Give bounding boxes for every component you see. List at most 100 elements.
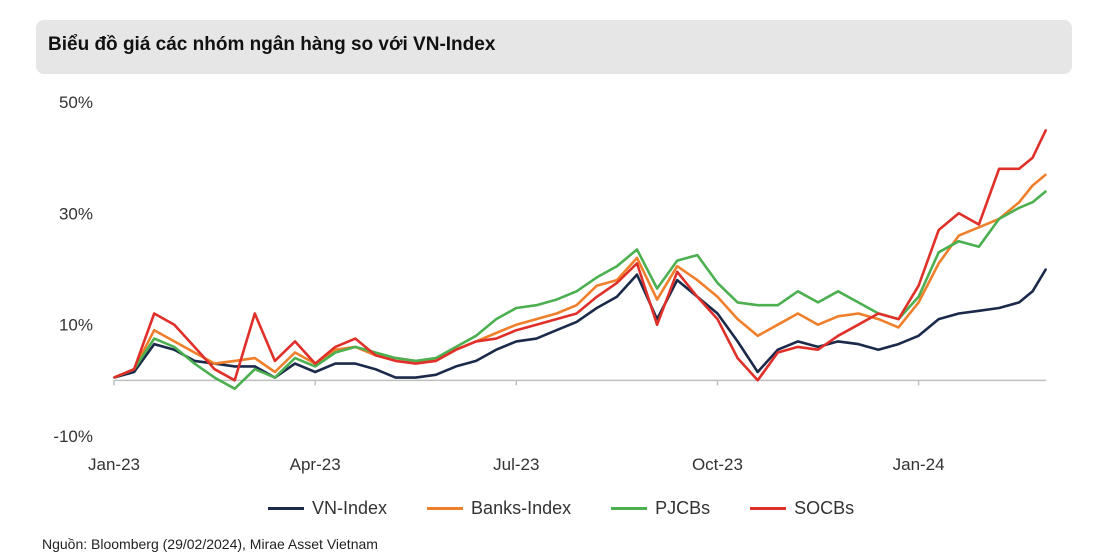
legend-swatch bbox=[611, 507, 648, 510]
data-point bbox=[334, 362, 337, 365]
data-point bbox=[736, 318, 739, 320]
data-point bbox=[736, 340, 739, 343]
y-tick-label: 30% bbox=[59, 204, 93, 223]
data-point bbox=[736, 357, 739, 359]
data-point bbox=[153, 312, 155, 315]
data-point bbox=[153, 329, 155, 332]
data-point bbox=[193, 351, 196, 354]
data-point bbox=[817, 348, 819, 351]
data-point bbox=[777, 304, 779, 307]
legend-label: Banks-Index bbox=[471, 498, 572, 518]
x-tick-label: Jan-23 bbox=[88, 455, 140, 474]
data-point bbox=[575, 321, 578, 323]
data-point bbox=[314, 362, 317, 365]
chart-title-bar: Biểu đồ giá các nhóm ngân hàng so với VN… bbox=[36, 20, 1072, 74]
data-point bbox=[515, 307, 518, 309]
data-point bbox=[1031, 156, 1034, 159]
data-point bbox=[696, 296, 699, 298]
data-point bbox=[374, 354, 377, 357]
legend-label: VN-Index bbox=[312, 498, 388, 518]
data-point bbox=[998, 218, 1000, 220]
data-point bbox=[937, 318, 940, 320]
data-point bbox=[1031, 290, 1034, 293]
data-point bbox=[958, 240, 960, 242]
data-point bbox=[797, 312, 799, 315]
series-banks-index bbox=[113, 173, 1047, 379]
y-tick-label: -10% bbox=[53, 427, 93, 446]
data-point bbox=[716, 318, 719, 320]
data-point bbox=[254, 368, 256, 371]
data-point bbox=[636, 257, 638, 259]
data-point bbox=[978, 226, 980, 229]
data-point bbox=[656, 298, 658, 301]
data-point bbox=[596, 307, 598, 309]
data-point bbox=[254, 365, 256, 368]
data-point bbox=[837, 340, 839, 343]
x-tick-label: Jul-23 bbox=[493, 455, 539, 474]
data-point bbox=[817, 346, 819, 348]
data-point bbox=[1045, 129, 1047, 131]
data-point bbox=[1045, 268, 1047, 270]
data-point bbox=[233, 360, 236, 362]
data-point bbox=[877, 348, 880, 351]
data-point bbox=[696, 254, 699, 256]
data-point bbox=[797, 290, 799, 293]
data-point bbox=[414, 376, 417, 379]
data-point bbox=[414, 360, 417, 362]
legend-item: Banks-Index bbox=[427, 498, 571, 519]
data-point bbox=[475, 360, 477, 362]
data-point bbox=[676, 265, 678, 268]
data-point bbox=[676, 279, 678, 281]
data-point bbox=[173, 323, 176, 326]
data-point bbox=[354, 346, 357, 348]
data-point bbox=[555, 298, 558, 301]
data-point bbox=[354, 362, 357, 365]
data-point bbox=[515, 329, 518, 332]
data-point bbox=[294, 351, 296, 354]
data-point bbox=[777, 348, 779, 351]
data-point bbox=[334, 351, 337, 354]
data-point bbox=[596, 276, 598, 279]
legend-label: SOCBs bbox=[794, 498, 855, 518]
data-point bbox=[354, 337, 357, 340]
data-point bbox=[616, 279, 618, 281]
series-line bbox=[113, 129, 1048, 382]
y-tick-label: 10% bbox=[59, 316, 93, 335]
data-point bbox=[515, 340, 518, 343]
data-point bbox=[133, 368, 135, 371]
data-point bbox=[575, 290, 578, 293]
data-point bbox=[1018, 201, 1020, 203]
data-point bbox=[736, 301, 739, 304]
data-point bbox=[173, 340, 176, 343]
data-point bbox=[636, 262, 638, 265]
data-point bbox=[756, 379, 759, 382]
data-point bbox=[133, 371, 135, 373]
data-point bbox=[616, 296, 618, 298]
x-tick-label: Apr-23 bbox=[290, 455, 341, 474]
data-point bbox=[897, 318, 900, 320]
data-point bbox=[555, 312, 558, 315]
data-point bbox=[1045, 173, 1047, 176]
data-point bbox=[233, 387, 236, 390]
data-point bbox=[213, 368, 216, 371]
data-point bbox=[535, 337, 538, 340]
data-point bbox=[756, 335, 759, 337]
data-point bbox=[475, 335, 477, 337]
data-point bbox=[535, 323, 538, 326]
data-point bbox=[254, 312, 256, 315]
series-line bbox=[113, 173, 1047, 379]
data-point bbox=[978, 223, 980, 226]
data-point bbox=[555, 329, 558, 332]
data-point bbox=[756, 371, 759, 373]
data-point bbox=[676, 259, 678, 262]
data-point bbox=[998, 307, 1000, 309]
x-tick-label: Jan-24 bbox=[893, 455, 945, 474]
data-point bbox=[616, 265, 618, 268]
legend-swatch bbox=[750, 507, 787, 510]
data-point bbox=[857, 312, 860, 315]
data-point bbox=[294, 362, 296, 365]
data-point bbox=[1045, 190, 1047, 192]
data-point bbox=[596, 284, 598, 287]
data-point bbox=[535, 304, 538, 307]
series-socbs bbox=[113, 129, 1048, 382]
